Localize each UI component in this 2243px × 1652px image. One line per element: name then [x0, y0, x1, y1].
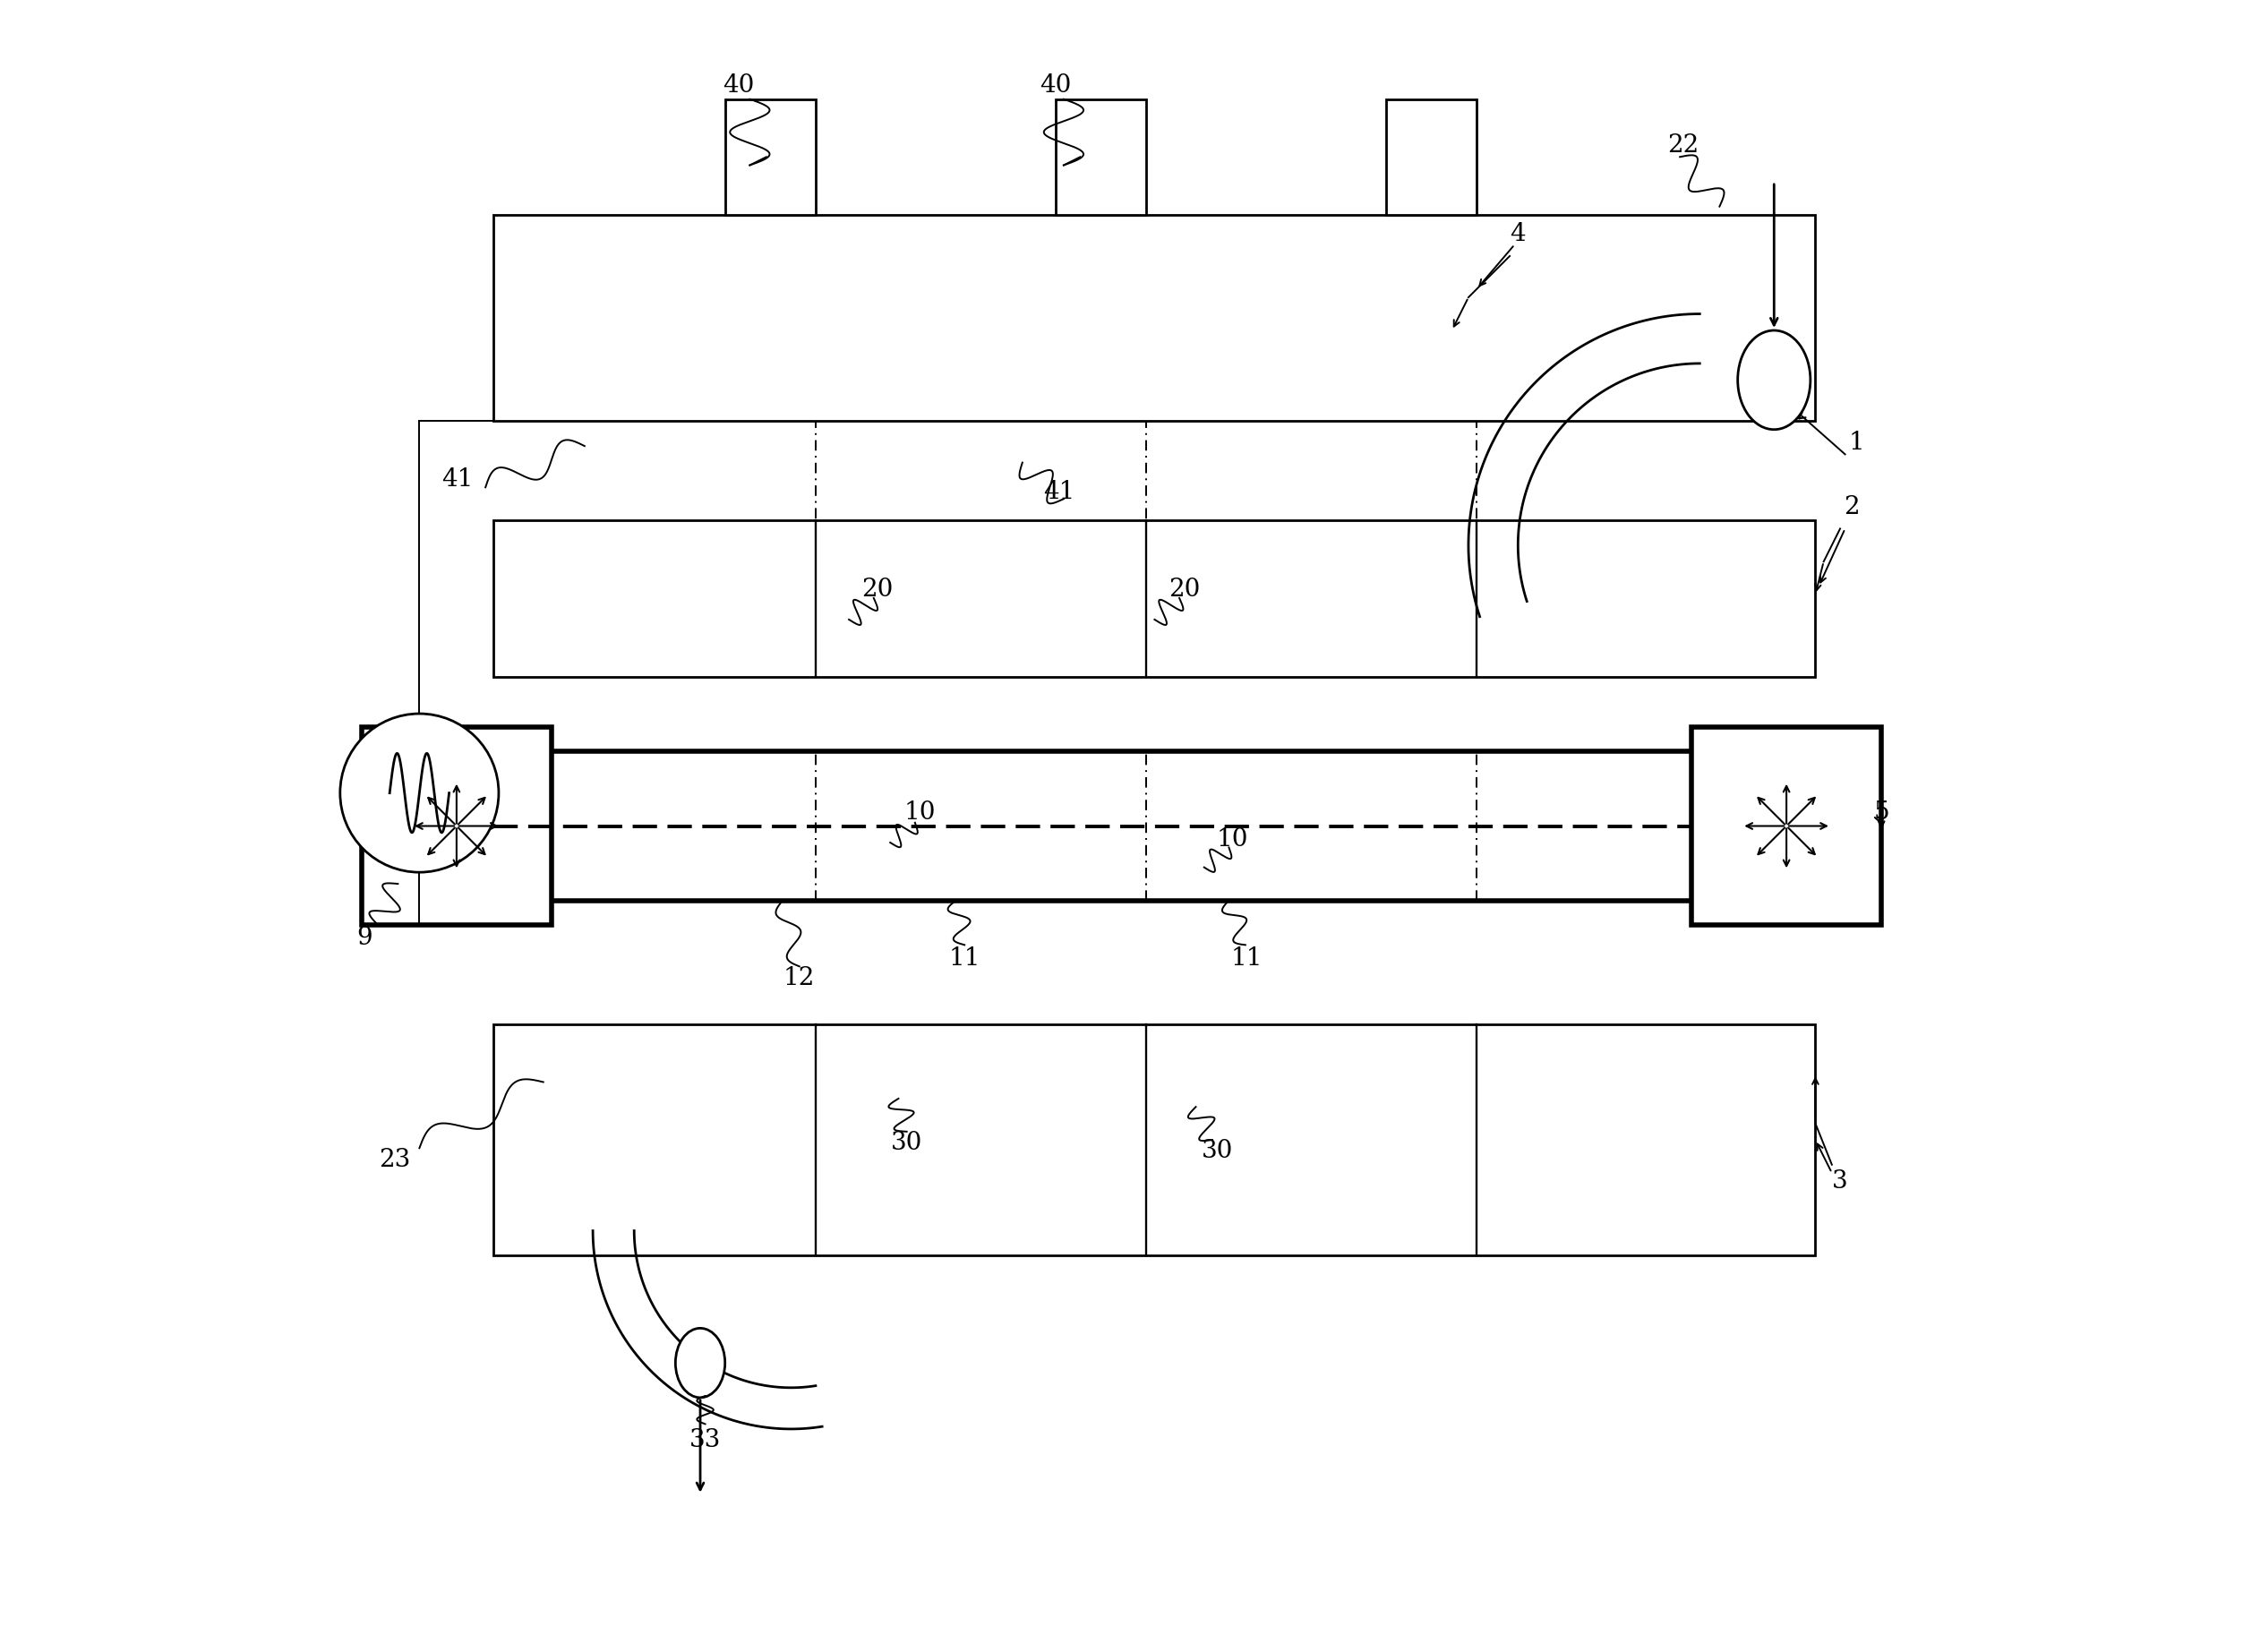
Text: 12: 12	[783, 966, 814, 990]
Text: 1: 1	[1848, 431, 1864, 454]
Text: 20: 20	[861, 578, 893, 601]
FancyBboxPatch shape	[493, 215, 1815, 421]
Text: 11: 11	[1231, 947, 1263, 970]
Circle shape	[341, 714, 498, 872]
Text: 33: 33	[689, 1429, 720, 1452]
FancyBboxPatch shape	[1691, 727, 1882, 925]
Text: 20: 20	[1169, 578, 1200, 601]
Text: 23: 23	[379, 1148, 410, 1171]
Text: 30: 30	[1202, 1140, 1234, 1163]
Text: 11: 11	[949, 947, 980, 970]
FancyBboxPatch shape	[493, 1024, 1815, 1256]
FancyBboxPatch shape	[1056, 99, 1146, 215]
Ellipse shape	[675, 1328, 724, 1398]
Text: 9: 9	[357, 927, 372, 950]
Text: 30: 30	[890, 1132, 922, 1155]
Text: 40: 40	[1039, 74, 1072, 97]
Ellipse shape	[1738, 330, 1810, 430]
FancyBboxPatch shape	[493, 520, 1815, 677]
Text: 10: 10	[1216, 828, 1247, 851]
Text: 4: 4	[1510, 223, 1525, 246]
Text: 40: 40	[722, 74, 754, 97]
Text: 41: 41	[1043, 481, 1074, 504]
FancyBboxPatch shape	[1386, 99, 1476, 215]
FancyBboxPatch shape	[493, 752, 1815, 900]
FancyBboxPatch shape	[724, 99, 816, 215]
Text: 22: 22	[1667, 134, 1698, 157]
FancyBboxPatch shape	[361, 727, 552, 925]
Text: 41: 41	[442, 468, 473, 491]
Text: 10: 10	[904, 801, 935, 824]
Text: 3: 3	[1833, 1170, 1848, 1193]
Text: 5: 5	[1873, 801, 1889, 824]
Text: 2: 2	[1844, 496, 1859, 519]
